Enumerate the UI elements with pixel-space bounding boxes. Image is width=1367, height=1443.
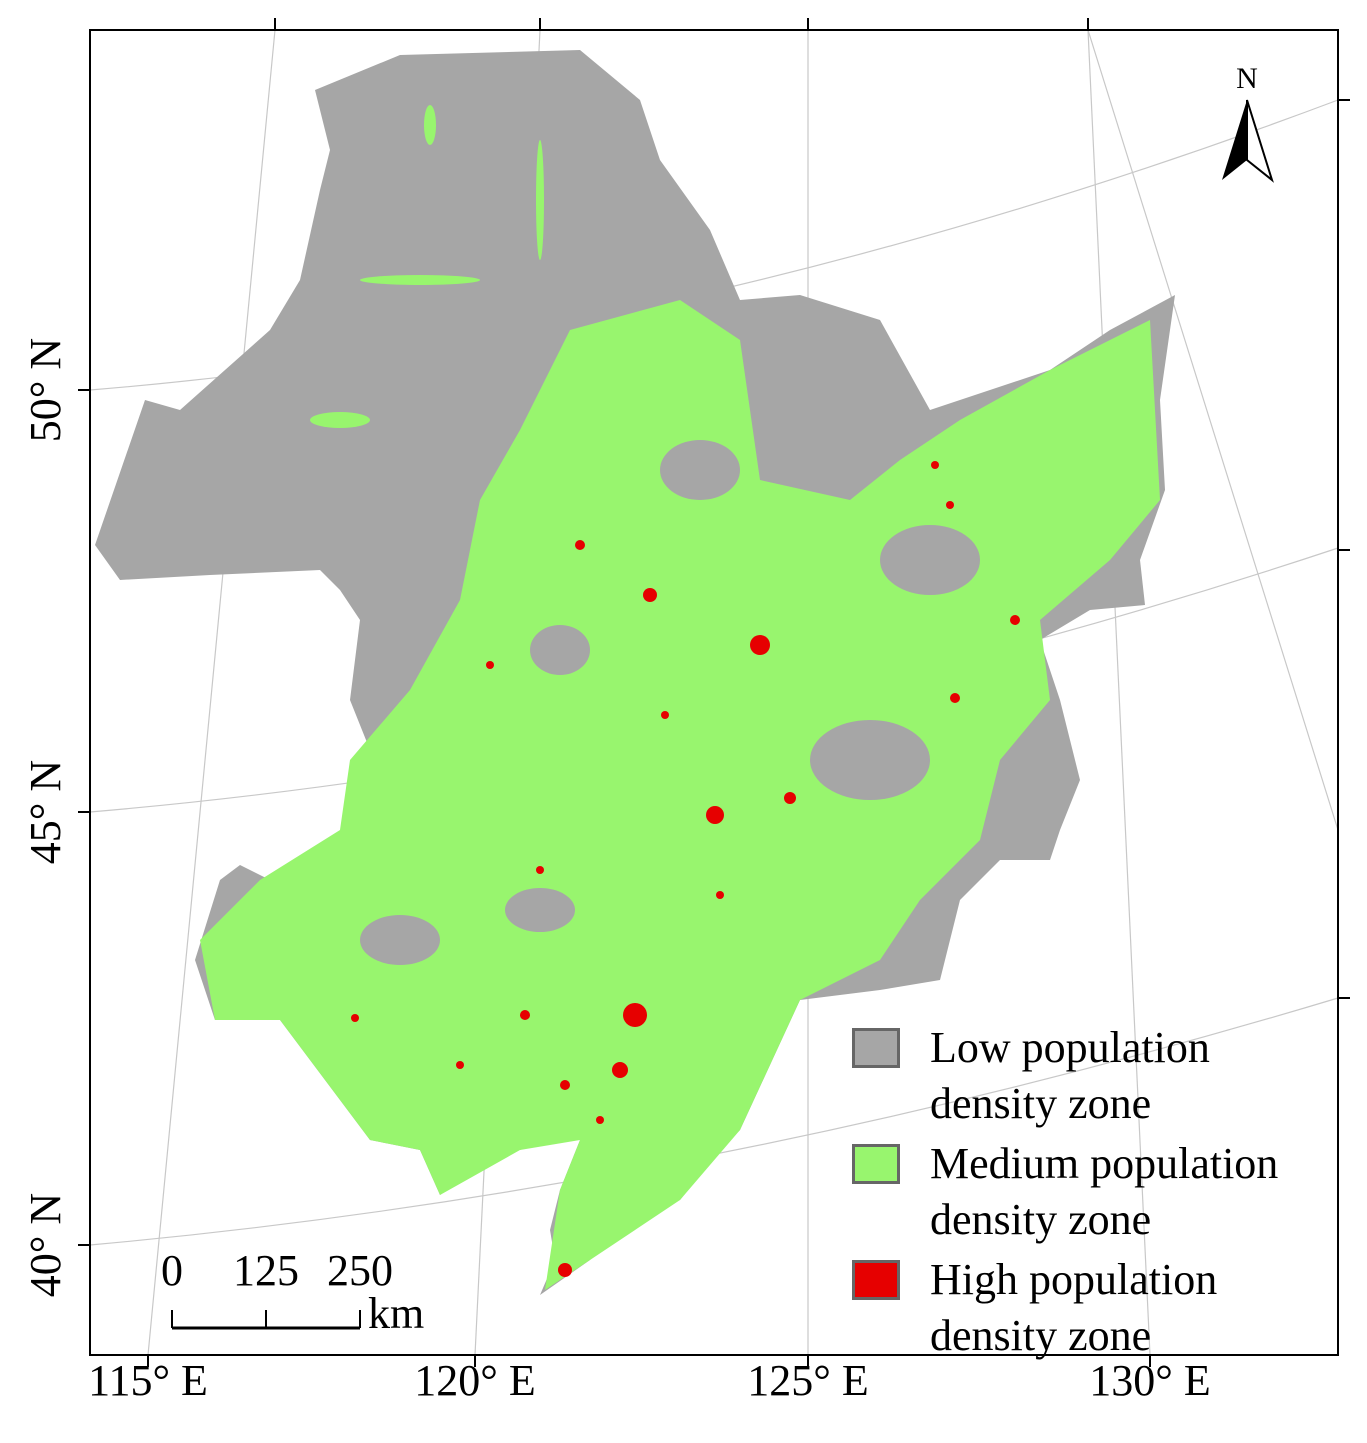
scale-unit: km — [368, 1289, 424, 1338]
north-label: N — [1236, 62, 1258, 95]
legend-swatch — [852, 1144, 900, 1184]
x-tick-label: 130° E — [1089, 1356, 1210, 1405]
x-tick-label: 115° E — [88, 1356, 208, 1405]
graticule-line — [1087, 29, 1151, 1356]
latitude-labels: 40° N 45° N 50° N — [21, 338, 70, 1297]
scale-label: 250 — [327, 1246, 393, 1295]
scale-label: 125 — [233, 1246, 299, 1295]
legend-label: Low population density zone — [930, 1023, 1210, 1128]
graticule-line — [1087, 29, 1339, 831]
legend-item: Low population density zone — [852, 1020, 1322, 1132]
medium-density-patches — [310, 105, 544, 428]
graticule-line — [147, 29, 276, 1356]
north-arrow — [1246, 99, 1274, 183]
legend-swatch — [852, 1028, 900, 1068]
legend-item: Medium population density zone — [852, 1136, 1322, 1248]
scale-label: 0 — [161, 1246, 183, 1295]
legend-label: Medium population density zone — [930, 1139, 1279, 1244]
frame-ticks — [78, 18, 1350, 1367]
legend-label: High population density zone — [930, 1255, 1218, 1360]
legend-item: High population density zone — [852, 1252, 1322, 1364]
map-frame — [89, 29, 1339, 1356]
high-density-patches — [351, 461, 1020, 1277]
longitude-labels: 115° E 120° E 125° E 130° E — [88, 1356, 1211, 1405]
low-density-patches — [360, 440, 980, 965]
y-tick-label: 40° N — [21, 1193, 70, 1297]
y-tick-label: 50° N — [21, 338, 70, 442]
north-arrow — [1222, 100, 1247, 180]
y-tick-label: 45° N — [21, 760, 70, 864]
legend-swatch — [852, 1260, 900, 1300]
x-tick-label: 120° E — [414, 1356, 535, 1405]
x-tick-label: 125° E — [747, 1356, 868, 1405]
